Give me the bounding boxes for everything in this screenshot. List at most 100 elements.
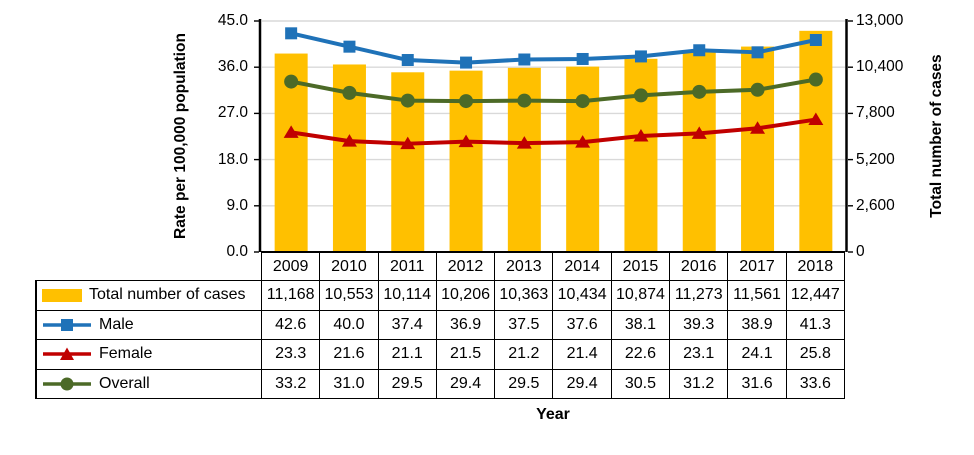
female-marker-2014 xyxy=(575,135,591,148)
table-value-cell: 29.4 xyxy=(553,369,612,399)
table-value-cell: 22.6 xyxy=(611,340,671,370)
overall-marker-2017 xyxy=(750,82,765,97)
year-header-cell: 2013 xyxy=(495,251,554,281)
left-axis-tick-label: 36.0 xyxy=(217,58,248,76)
overall-marker-2013 xyxy=(517,93,532,108)
overall-line xyxy=(289,77,818,104)
bar-2011 xyxy=(391,72,425,252)
overall-marker-2009 xyxy=(284,74,299,89)
table-value-cell: 42.6 xyxy=(262,310,321,340)
female-line-key-icon xyxy=(42,347,92,361)
female-marker-2017 xyxy=(750,121,766,134)
table-value-cell: 12,447 xyxy=(786,281,845,311)
legend-cell-female-line-key: Female xyxy=(35,340,262,370)
year-header-cell: 2018 xyxy=(786,251,845,281)
legend-cell-overall-line-key: Overall xyxy=(35,369,262,399)
table-value-cell: 21.2 xyxy=(495,340,554,370)
female-marker-2016 xyxy=(691,126,707,139)
bar-2017 xyxy=(741,46,775,253)
left-axis-tick-label: 27.0 xyxy=(217,104,248,122)
bar-2013 xyxy=(507,67,541,253)
year-header-cell: 2010 xyxy=(320,251,379,281)
table-value-cell: 31.2 xyxy=(670,369,729,399)
legend-label: Male xyxy=(99,315,134,333)
table-value-cell: 31.6 xyxy=(728,369,787,399)
female-marker-2013 xyxy=(516,136,532,149)
overall-marker-2018 xyxy=(808,72,823,87)
table-value-cell: 11,273 xyxy=(670,281,729,311)
table-value-cell: 10,363 xyxy=(495,281,554,311)
male-marker-2017 xyxy=(751,46,764,59)
table-value-cell: 36.9 xyxy=(436,310,496,340)
table-value-cell: 40.0 xyxy=(320,310,379,340)
right-axis-tick-label: 10,400 xyxy=(856,58,904,76)
left-axis-tick-label: 9.0 xyxy=(226,196,248,214)
overall-marker-2015 xyxy=(633,88,648,103)
bar-2014 xyxy=(566,66,600,252)
table-value-cell: 41.3 xyxy=(786,310,845,340)
table-value-cell: 10,434 xyxy=(553,281,612,311)
table-value-cell: 25.8 xyxy=(786,340,845,370)
table-value-cell: 37.5 xyxy=(495,310,554,340)
table-value-cell: 10,874 xyxy=(611,281,671,311)
right-axis-title: Total number of cases xyxy=(928,54,945,218)
male-line xyxy=(289,31,818,65)
table-value-cell: 33.6 xyxy=(786,369,845,399)
table-value-cell: 23.3 xyxy=(262,340,321,370)
table-value-cell: 29.5 xyxy=(495,369,554,399)
table-value-cell: 11,561 xyxy=(728,281,787,311)
bar-2015 xyxy=(624,58,658,252)
left-axis-tick-label: 45.0 xyxy=(217,12,248,29)
male-marker-2011 xyxy=(401,54,414,67)
overall-line-key-icon xyxy=(42,377,92,391)
left-axis-tick-label: 18.0 xyxy=(217,150,248,168)
bar-2018 xyxy=(799,30,833,252)
year-header-cell: 2011 xyxy=(378,251,437,281)
table-value-cell: 29.4 xyxy=(436,369,496,399)
table-value-cell: 11,168 xyxy=(262,281,321,311)
bar-2016 xyxy=(682,51,716,252)
table-value-cell: 10,114 xyxy=(378,281,437,311)
bar-2010 xyxy=(332,64,366,252)
legend-cell-male-line-key: Male xyxy=(35,310,262,340)
table-value-cell: 31.0 xyxy=(320,369,379,399)
table-value-cell: 24.1 xyxy=(728,340,787,370)
male-marker-2009 xyxy=(285,27,298,40)
female-marker-2018 xyxy=(808,112,824,126)
male-marker-2015 xyxy=(634,50,647,63)
male-marker-2013 xyxy=(518,53,531,66)
year-header-cell: 2016 xyxy=(670,251,729,281)
male-marker-2014 xyxy=(576,52,589,65)
x-axis-title: Year xyxy=(536,406,570,423)
year-header-cell: 2017 xyxy=(728,251,787,281)
table-value-cell: 39.3 xyxy=(670,310,729,340)
right-axis-tick-label: 7,800 xyxy=(856,104,895,122)
table-value-cell: 23.1 xyxy=(670,340,729,370)
year-header-cell: 2014 xyxy=(553,251,612,281)
male-marker-2012 xyxy=(460,56,473,69)
legend-label: Overall xyxy=(99,374,150,392)
year-header-cell: 2015 xyxy=(611,251,671,281)
legend-label: Total number of cases xyxy=(89,286,246,304)
table-value-cell: 21.5 xyxy=(436,340,496,370)
bar-2012 xyxy=(449,70,483,252)
overall-marker-2016 xyxy=(692,84,707,99)
female-marker-2015 xyxy=(633,128,649,142)
table-value-cell: 37.4 xyxy=(378,310,437,340)
legend-cell-total-cases-swatch: Total number of cases xyxy=(35,281,262,311)
male-marker-2018 xyxy=(809,33,822,46)
right-axis-tick-label: 5,200 xyxy=(856,150,895,168)
overall-marker-2010 xyxy=(342,85,357,100)
table-corner-cell xyxy=(35,251,262,281)
male-line-key-icon xyxy=(42,318,92,332)
male-marker-2010 xyxy=(343,40,356,53)
table-value-cell: 10,206 xyxy=(436,281,496,311)
right-axis-tick-label: 0 xyxy=(856,243,865,260)
chart-data-table: 2009 2010 2011 2012 2013 2014 2015 2016 2017 2018… xyxy=(35,251,845,399)
female-line xyxy=(289,117,818,146)
overall-marker-2011 xyxy=(400,93,415,108)
table-value-cell: 37.6 xyxy=(553,310,612,340)
year-header-cell: 2012 xyxy=(436,251,496,281)
table-value-cell: 38.9 xyxy=(728,310,787,340)
